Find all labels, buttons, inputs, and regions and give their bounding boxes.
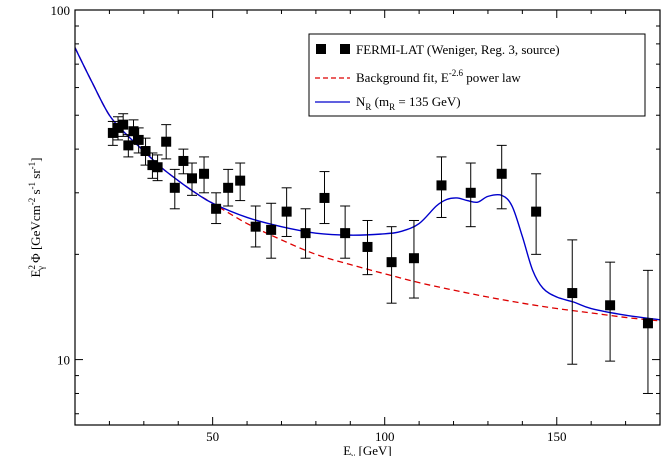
data-point bbox=[340, 228, 351, 239]
data-point bbox=[642, 318, 653, 329]
data-point bbox=[436, 180, 447, 191]
data-point bbox=[187, 173, 197, 184]
legend-marker-square-1 bbox=[316, 44, 326, 54]
data-point bbox=[235, 175, 246, 186]
data-point bbox=[319, 192, 330, 203]
data-point bbox=[408, 253, 419, 264]
data-point bbox=[118, 119, 129, 130]
y-axis-title: E2γ Φ [GeVcm-2 s-1 sr-1] bbox=[27, 158, 46, 278]
data-point bbox=[152, 162, 163, 173]
data-point bbox=[107, 127, 118, 138]
data-point bbox=[250, 221, 261, 232]
data-point bbox=[605, 300, 616, 311]
data-point bbox=[128, 126, 139, 137]
data-point bbox=[178, 155, 189, 166]
data-point bbox=[496, 168, 507, 179]
x-axis-title: Eγ [GeV] bbox=[343, 443, 391, 456]
data-point bbox=[300, 228, 311, 239]
legend-background-fit-label: Background fit, E-2.6 power law bbox=[356, 68, 521, 85]
plot-frame bbox=[74, 9, 661, 426]
legend-model-label: NR (mR = 135 GeV) bbox=[356, 94, 461, 112]
data-point bbox=[281, 206, 292, 217]
data-point bbox=[169, 182, 180, 193]
data-point bbox=[531, 206, 542, 217]
data-point bbox=[362, 241, 373, 252]
legend: FERMI-LAT (Weniger, Reg. 3, source) Back… bbox=[308, 33, 646, 117]
data-point bbox=[465, 187, 476, 198]
data-point bbox=[386, 257, 397, 268]
data-point bbox=[161, 136, 172, 147]
data-point bbox=[113, 122, 124, 133]
data-points-layer bbox=[107, 113, 653, 394]
x-tick-label: 150 bbox=[547, 429, 567, 444]
data-point bbox=[123, 140, 134, 151]
x-tick-label: 100 bbox=[375, 429, 395, 444]
data-point bbox=[223, 182, 234, 193]
y-tick-label: 100 bbox=[51, 3, 71, 18]
data-point bbox=[140, 146, 151, 157]
data-point bbox=[211, 203, 222, 214]
legend-data-label: FERMI-LAT (Weniger, Reg. 3, source) bbox=[356, 42, 560, 57]
data-point bbox=[266, 224, 277, 235]
data-point bbox=[133, 134, 144, 145]
x-tick-label: 50 bbox=[206, 429, 219, 444]
data-point bbox=[567, 288, 578, 299]
data-point bbox=[147, 160, 158, 171]
legend-marker-square-2 bbox=[340, 44, 350, 54]
y-tick-label: 10 bbox=[57, 353, 70, 368]
legend-box bbox=[308, 33, 646, 117]
data-point bbox=[199, 168, 210, 179]
axis-ticks: 50 100 150 10 100 bbox=[51, 3, 661, 444]
